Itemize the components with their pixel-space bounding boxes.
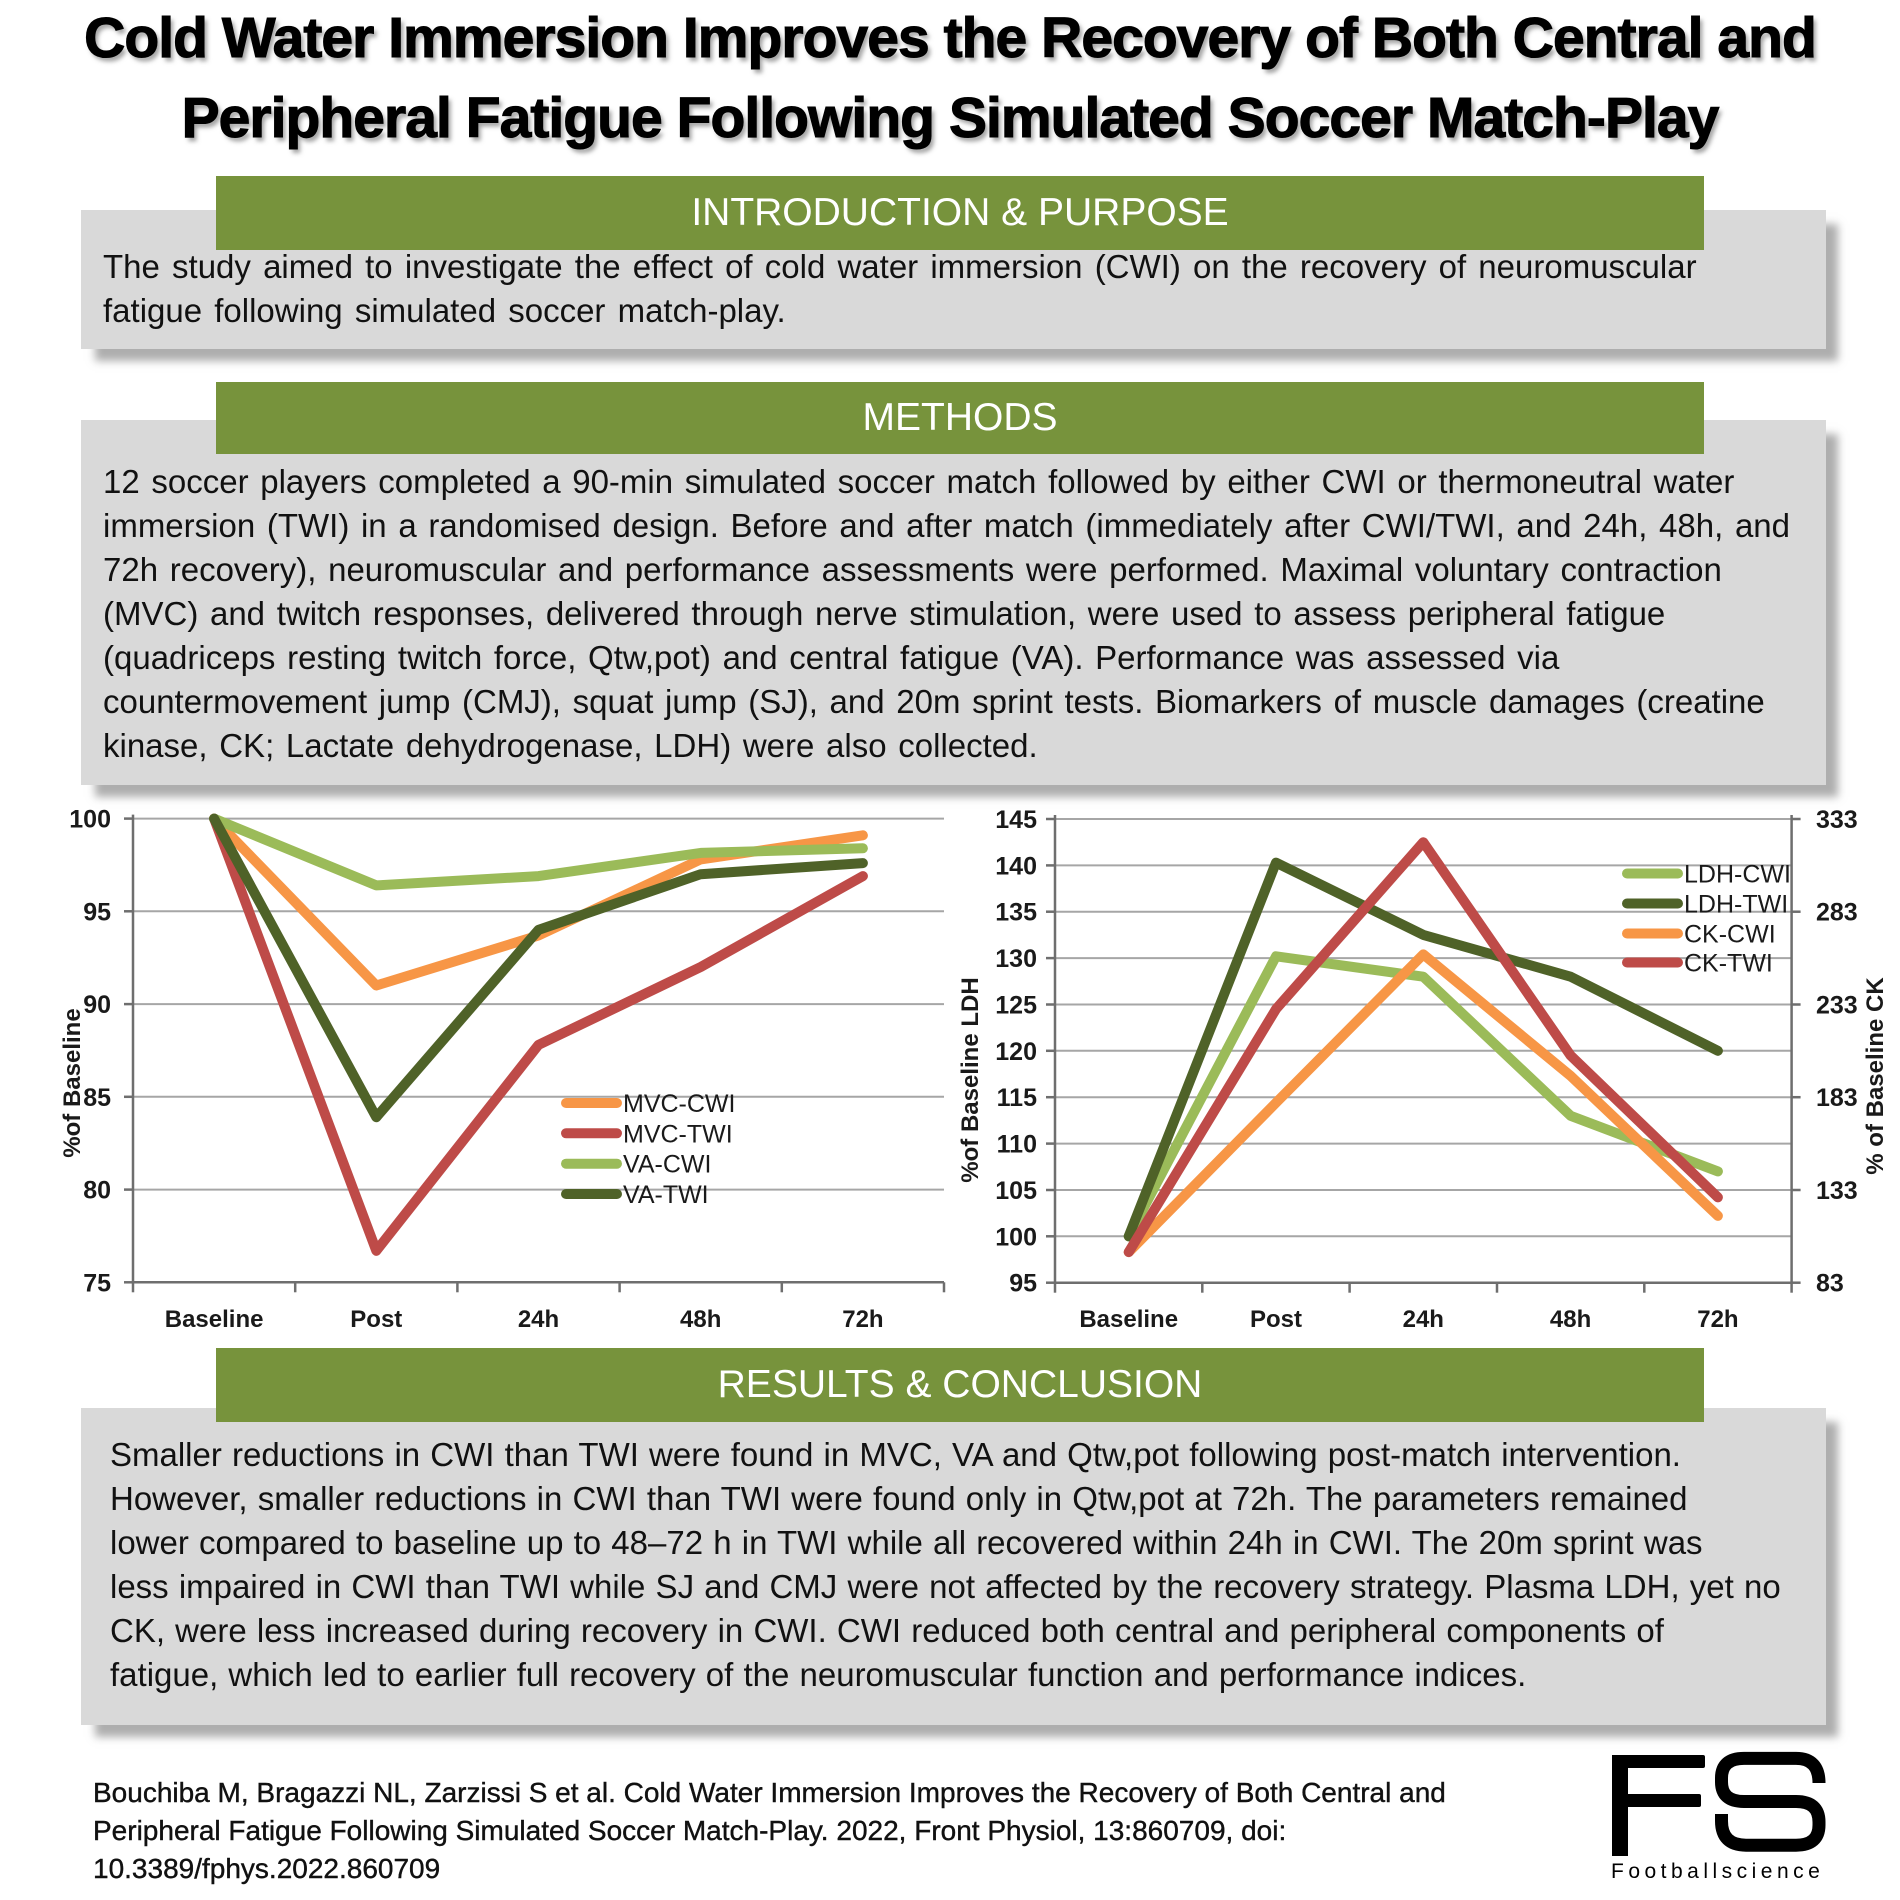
svg-text:MVC-TWI: MVC-TWI <box>623 1120 733 1148</box>
svg-text:135: 135 <box>995 899 1037 927</box>
svg-text:133: 133 <box>1816 1177 1858 1205</box>
svg-text:72h: 72h <box>842 1306 883 1333</box>
svg-text:110: 110 <box>997 1131 1037 1159</box>
svg-text:140: 140 <box>995 852 1037 880</box>
svg-text:183: 183 <box>1816 1084 1858 1112</box>
svg-text:95: 95 <box>1009 1270 1037 1298</box>
svg-text:105: 105 <box>995 1177 1037 1205</box>
svg-text:145: 145 <box>995 806 1037 834</box>
svg-text:Baseline: Baseline <box>165 1306 264 1333</box>
svg-text:CK-CWI: CK-CWI <box>1684 921 1776 949</box>
svg-text:120: 120 <box>995 1038 1037 1066</box>
svg-text:283: 283 <box>1816 899 1858 927</box>
svg-text:95: 95 <box>83 898 111 926</box>
svg-text:%of Baseline LDH: %of Baseline LDH <box>957 977 984 1182</box>
svg-text:85: 85 <box>83 1084 111 1112</box>
svg-text:24h: 24h <box>518 1306 559 1333</box>
svg-text:%of Baseline: %of Baseline <box>59 1008 86 1157</box>
svg-text:83: 83 <box>1816 1270 1844 1298</box>
svg-text:72h: 72h <box>1697 1306 1738 1333</box>
svg-text:90: 90 <box>83 991 111 1019</box>
svg-text:Post: Post <box>350 1306 402 1333</box>
svg-text:125: 125 <box>995 992 1037 1020</box>
svg-text:333: 333 <box>1816 806 1858 834</box>
svg-text:130: 130 <box>995 945 1037 973</box>
svg-text:100: 100 <box>69 806 111 834</box>
svg-text:48h: 48h <box>680 1306 721 1333</box>
svg-text:VA-CWI: VA-CWI <box>623 1151 711 1179</box>
svg-text:Baseline: Baseline <box>1079 1306 1178 1333</box>
svg-text:115: 115 <box>997 1084 1037 1112</box>
svg-text:100: 100 <box>995 1223 1037 1251</box>
svg-text:VA-TWI: VA-TWI <box>623 1181 709 1209</box>
svg-text:LDH-TWI: LDH-TWI <box>1684 891 1788 919</box>
svg-text:80: 80 <box>83 1177 111 1205</box>
svg-text:24h: 24h <box>1403 1306 1444 1333</box>
svg-text:Post: Post <box>1250 1306 1302 1333</box>
svg-text:233: 233 <box>1816 992 1858 1020</box>
svg-text:CK-TWI: CK-TWI <box>1684 950 1773 978</box>
svg-text:% of Baseline CK: % of Baseline CK <box>1862 977 1889 1175</box>
svg-text:75: 75 <box>83 1269 111 1297</box>
svg-text:LDH-CWI: LDH-CWI <box>1684 861 1791 889</box>
svg-text:48h: 48h <box>1550 1306 1591 1333</box>
svg-text:MVC-CWI: MVC-CWI <box>623 1090 735 1118</box>
svg-text:Footballscience: Footballscience <box>1611 1860 1823 1883</box>
